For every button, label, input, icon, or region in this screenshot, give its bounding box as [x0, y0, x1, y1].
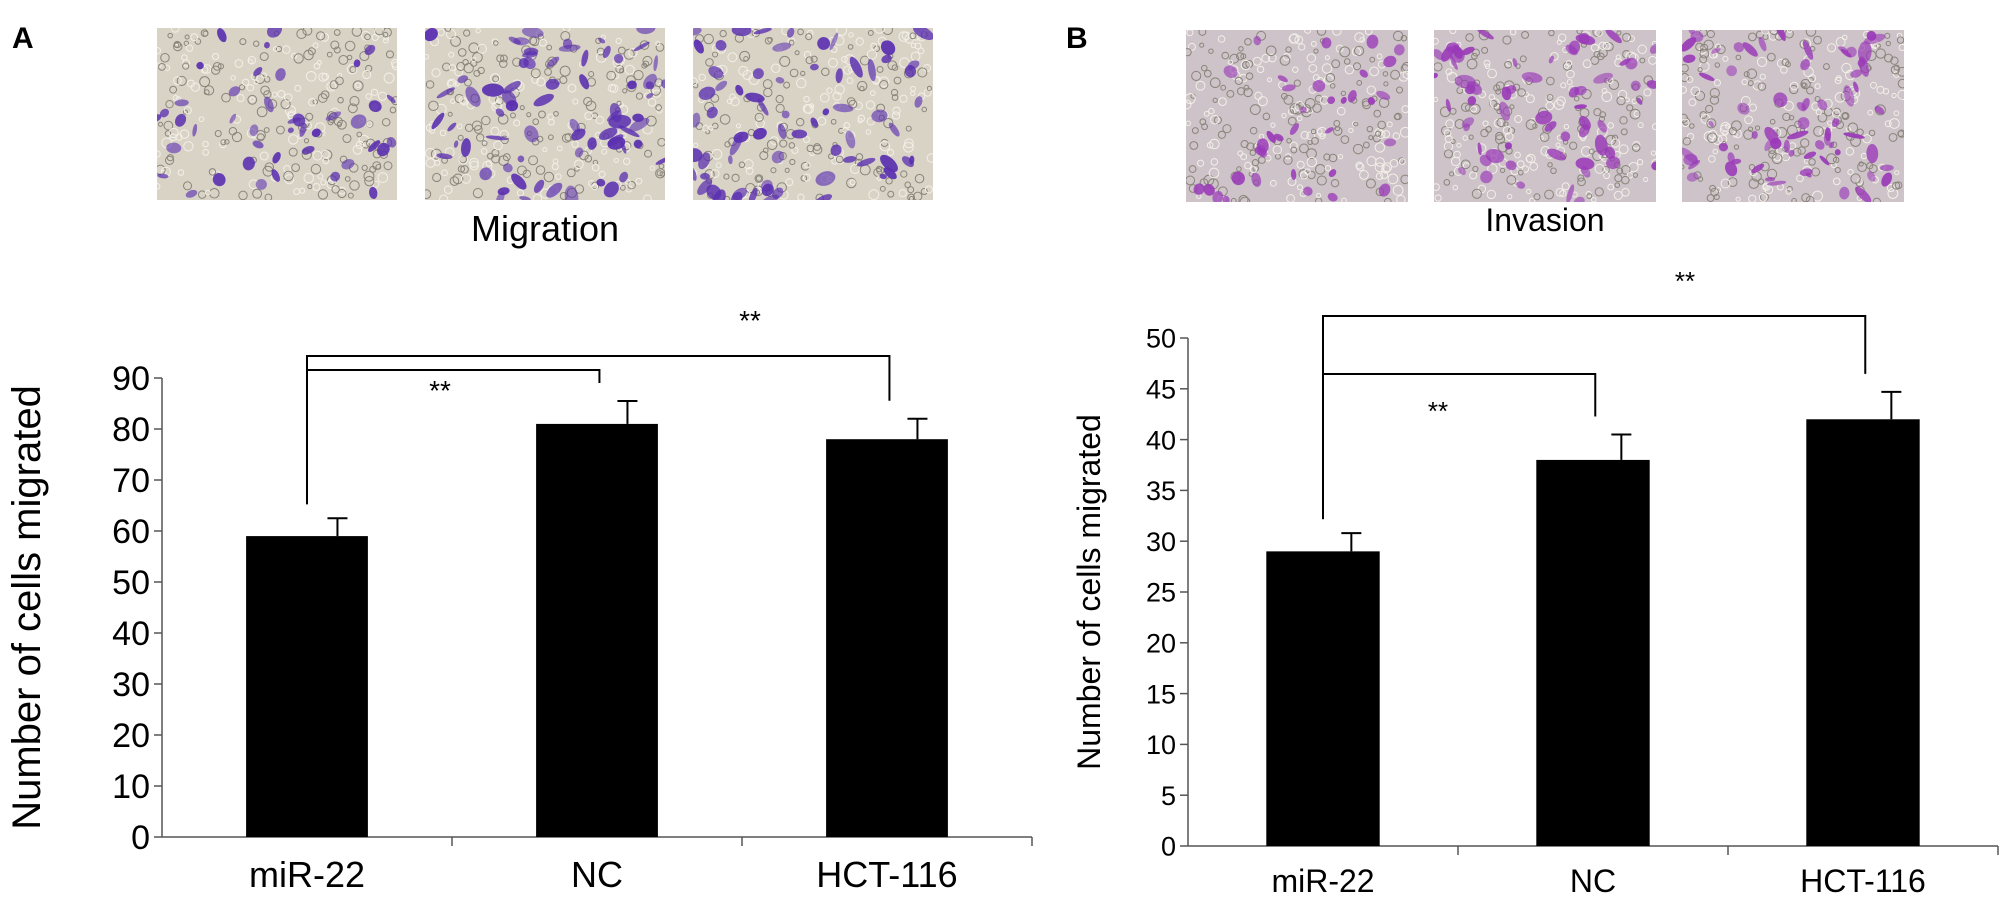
category-label: HCT-116 — [1800, 863, 1926, 899]
y-tick-label: 40 — [1146, 425, 1176, 455]
y-tick-label: 20 — [112, 717, 150, 755]
y-tick-label: 0 — [1161, 832, 1176, 862]
micrograph-migration-mir22 — [157, 28, 397, 200]
bar-hct-116 — [826, 439, 948, 837]
y-tick-label: 15 — [1146, 679, 1176, 709]
category-label: NC — [1570, 863, 1616, 899]
y-tick-label: 5 — [1161, 781, 1176, 811]
micrograph-migration-nc — [425, 28, 665, 200]
micrograph-migration-hct116 — [693, 28, 933, 200]
significance-label: ** — [739, 305, 761, 336]
category-label: miR-22 — [249, 854, 365, 895]
migration-caption: Migration — [470, 208, 620, 249]
significance-bracket — [1322, 315, 1867, 520]
significance-label: ** — [1675, 266, 1695, 296]
y-tick-label: 60 — [112, 513, 150, 551]
category-label: miR-22 — [1271, 863, 1374, 899]
y-tick-label: 20 — [1146, 629, 1176, 659]
bar-mir-22 — [1266, 551, 1380, 846]
category-label: HCT-116 — [816, 854, 957, 895]
panel-letter-a: A — [12, 22, 34, 55]
y-tick-label: 30 — [112, 666, 150, 704]
y-axis-label: Number of cells migrated — [5, 385, 49, 830]
bar-nc — [1536, 459, 1650, 846]
y-tick-label: 40 — [112, 615, 150, 653]
significance-label: ** — [1428, 396, 1448, 426]
y-tick-label: 45 — [1146, 375, 1176, 405]
y-axis-label: Number of cells migrated — [1071, 414, 1107, 770]
invasion-caption: Invasion — [1485, 202, 1605, 238]
y-tick-label: 50 — [1146, 324, 1176, 354]
bar-hct-116 — [1806, 419, 1920, 846]
y-tick-label: 35 — [1146, 476, 1176, 506]
y-tick-label: 10 — [1146, 730, 1176, 760]
micrograph-invasion-hct116 — [1682, 30, 1904, 202]
y-tick-label: 70 — [112, 462, 150, 500]
y-tick-label: 80 — [112, 411, 150, 449]
panel-letter-b: B — [1066, 22, 1088, 55]
micrograph-invasion-nc — [1434, 30, 1656, 202]
y-tick-label: 30 — [1146, 527, 1176, 557]
y-tick-label: 90 — [112, 360, 150, 398]
bar-nc — [536, 423, 658, 837]
y-tick-label: 0 — [131, 819, 150, 857]
y-tick-label: 10 — [112, 768, 150, 806]
y-tick-label: 25 — [1146, 578, 1176, 608]
significance-label: ** — [429, 375, 451, 406]
chart-invasion: 0 5 10 15 20 25 30 35 40 45 50 miR-22 NC HCT-116 Numbe… — [1071, 266, 1999, 899]
bar-mir-22 — [246, 536, 368, 837]
y-tick-label: 50 — [112, 564, 150, 602]
chart-migration: 0 10 20 30 40 50 60 70 80 90 miR-22 NC HCT-116 Number… — [5, 305, 1033, 895]
micrograph-invasion-mir22 — [1186, 30, 1408, 202]
significance-bracket — [306, 355, 891, 505]
category-label: NC — [571, 854, 623, 895]
